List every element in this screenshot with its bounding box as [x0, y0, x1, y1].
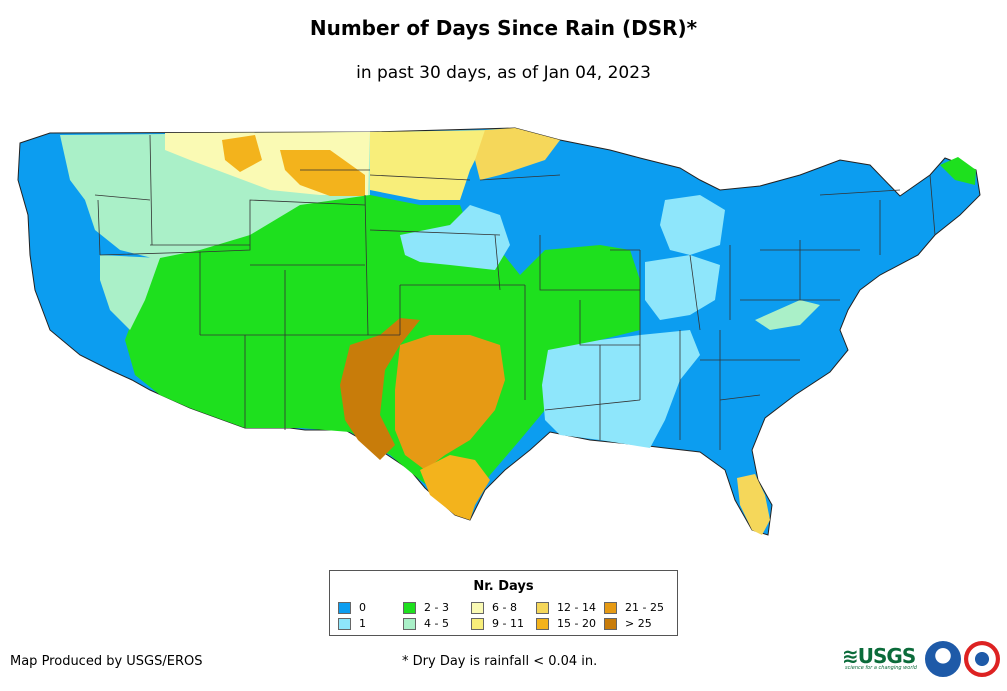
legend-item-5: 9 - 11	[471, 617, 524, 630]
legend-label: > 25	[625, 617, 652, 630]
region-1-central	[400, 205, 510, 270]
legend-item-2: 2 - 3	[403, 601, 449, 614]
legend-label: 1	[359, 617, 366, 630]
legend-item-9: > 25	[604, 617, 652, 630]
legend-swatch	[471, 617, 484, 630]
map-subtitle: in past 30 days, as of Jan 04, 2023	[356, 63, 651, 83]
noaa-logo	[925, 641, 961, 677]
legend-item-0: 0	[338, 601, 366, 614]
legend-item-7: 15 - 20	[536, 617, 596, 630]
legend-swatch	[338, 617, 351, 630]
legend-title: Nr. Days	[473, 579, 534, 594]
legend-label: 6 - 8	[492, 601, 517, 614]
legend: Nr. Days 0 1 2 - 3 4 - 5 6 - 8 9 - 11 12…	[329, 570, 678, 636]
legend-item-1: 1	[338, 617, 366, 630]
region-15-20-texas	[395, 335, 505, 470]
legend-swatch	[536, 617, 549, 630]
region-12-14-florida	[737, 474, 770, 535]
region-15-20-texas-coast	[420, 455, 490, 520]
legend-swatch	[604, 601, 617, 614]
legend-item-6: 12 - 14	[536, 601, 596, 614]
nws-logo	[964, 641, 1000, 677]
usgs-tagline: science for a changing world	[845, 665, 917, 671]
map-title: Number of Days Since Rain (DSR)*	[309, 16, 698, 40]
region-1-southeast	[542, 330, 700, 448]
legend-label: 12 - 14	[557, 601, 596, 614]
legend-label: 21 - 25	[625, 601, 664, 614]
legend-swatch	[403, 601, 416, 614]
region-12-14-minnesota	[475, 128, 560, 180]
legend-swatch	[536, 601, 549, 614]
legend-item-4: 6 - 8	[471, 601, 517, 614]
region-15-20-montana	[222, 135, 365, 196]
region-2-3-maine	[940, 157, 976, 185]
legend-label: 15 - 20	[557, 617, 596, 630]
region-9-11-dakotas	[370, 130, 490, 200]
legend-swatch	[471, 601, 484, 614]
region-gt25-newmexico	[340, 318, 420, 460]
region-4-5-great-basin	[100, 255, 160, 330]
legend-swatch	[604, 617, 617, 630]
legend-item-3: 4 - 5	[403, 617, 449, 630]
usgs-logo: ≋USGS	[842, 644, 916, 668]
legend-label: 4 - 5	[424, 617, 449, 630]
region-1-greatlakes	[660, 195, 725, 255]
legend-swatch	[403, 617, 416, 630]
us-dsr-map	[17, 127, 981, 536]
map-credit: Map Produced by USGS/EROS	[10, 654, 203, 669]
state-boundaries	[94, 134, 936, 450]
region-1-ohio	[645, 255, 720, 320]
usgs-logo-text: USGS	[857, 644, 916, 668]
dry-day-note: * Dry Day is rainfall < 0.04 in.	[402, 654, 598, 669]
legend-item-8: 21 - 25	[604, 601, 664, 614]
legend-label: 2 - 3	[424, 601, 449, 614]
legend-label: 9 - 11	[492, 617, 524, 630]
legend-label: 0	[359, 601, 366, 614]
legend-swatch	[338, 601, 351, 614]
region-4-5-appalachia	[755, 300, 820, 330]
